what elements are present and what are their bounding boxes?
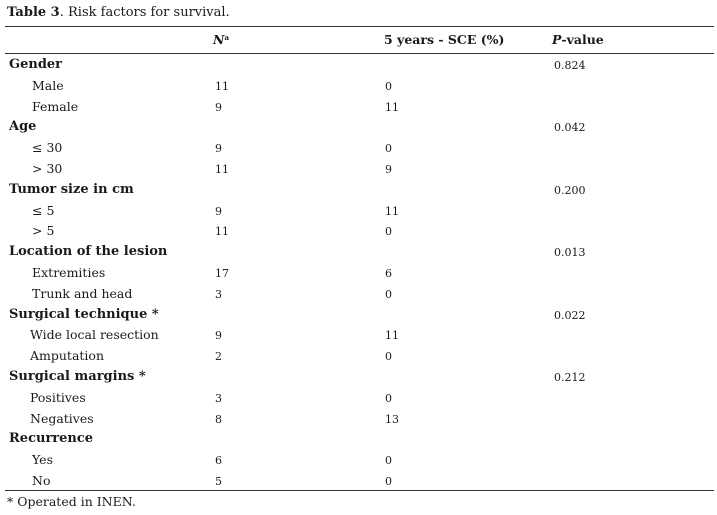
p-value-cell: 0.022 — [554, 308, 586, 322]
row-label: ≤ 5 — [32, 202, 55, 218]
n-cell: 2 — [215, 350, 222, 364]
sce-cell: 0 — [385, 225, 392, 239]
group-row: Surgical technique * 0.022 — [0, 305, 717, 325]
n-cell: 11 — [215, 225, 229, 239]
n-cell: 9 — [215, 100, 222, 114]
n-cell: 6 — [215, 454, 222, 468]
row-label: Extremities — [32, 265, 106, 280]
n-cell: 9 — [215, 329, 222, 343]
group-label: Gender — [9, 57, 63, 72]
n-cell: 8 — [215, 412, 222, 426]
table-row: Extremities 17 6 — [0, 263, 717, 283]
table-footnote: * Operated in INEN. — [7, 494, 136, 509]
n-cell: 11 — [215, 79, 229, 93]
table-row: ≤ 30 9 0 — [0, 138, 717, 158]
n-cell: 3 — [215, 391, 222, 405]
p-value-cell: 0.212 — [554, 371, 586, 384]
n-cell: 9 — [215, 204, 222, 218]
table-row: Negatives 8 13 — [0, 409, 717, 429]
table-title: . Risk factors for survival. — [59, 5, 230, 20]
group-label: Surgical technique * — [9, 306, 159, 322]
sce-cell: 9 — [385, 163, 392, 176]
table-row: Wide local resection 9 11 — [0, 325, 717, 345]
row-label: Positives — [30, 389, 86, 405]
table-caption: Table 3. Risk factors for survival. — [7, 5, 230, 21]
group-label: Tumor size in cm — [9, 181, 134, 197]
table-row: Amputation 2 0 — [0, 346, 717, 366]
top-rule — [5, 26, 714, 27]
sce-cell: 0 — [385, 350, 392, 364]
header-n: Na — [213, 32, 229, 48]
row-label: Yes — [32, 452, 53, 468]
row-label: Wide local resection — [30, 327, 159, 343]
n-cell: 11 — [215, 163, 229, 176]
table-row: ≤ 5 9 11 — [0, 201, 717, 221]
group-row: Tumor size in cm 0.200 — [0, 180, 717, 200]
table-row: Yes 6 0 — [0, 450, 717, 470]
n-cell: 3 — [215, 287, 222, 301]
header-p-rest: -value — [561, 32, 604, 47]
group-row: Location of the lesion 0.013 — [0, 242, 717, 262]
p-value-cell: 0.200 — [554, 183, 586, 197]
n-cell: 17 — [215, 267, 229, 280]
table-number: Table 3 — [7, 5, 60, 20]
header-n-footnote-marker: a — [224, 33, 229, 42]
group-label: Surgical margins * — [9, 369, 146, 384]
group-label: Age — [9, 119, 37, 135]
group-row: Age 0.042 — [0, 117, 717, 137]
p-value-cell: 0.013 — [554, 246, 586, 260]
sce-cell: 0 — [385, 79, 392, 93]
sce-cell: 6 — [385, 267, 392, 280]
table-row: Female 9 11 — [0, 97, 717, 117]
header-n-label: N — [213, 32, 225, 47]
group-label: Location of the lesion — [9, 244, 168, 260]
p-value-cell: 0.824 — [554, 59, 586, 72]
table-row: > 5 11 0 — [0, 221, 717, 241]
group-row: Surgical margins * 0.212 — [0, 367, 717, 387]
bottom-rule — [5, 490, 714, 491]
sce-cell: 0 — [385, 475, 392, 488]
header-sce: 5 years - SCE (%) — [384, 32, 505, 47]
row-label: No — [32, 473, 51, 488]
table-row: Male 11 0 — [0, 76, 717, 96]
group-row: Recurrence — [0, 429, 717, 449]
n-cell: 9 — [215, 142, 222, 156]
group-label: Recurrence — [9, 431, 94, 447]
table-row: Positives 3 0 — [0, 388, 717, 408]
row-label: Negatives — [30, 410, 94, 426]
row-label: > 30 — [32, 161, 63, 176]
row-label: Amputation — [30, 348, 105, 364]
row-label: Trunk and head — [32, 285, 133, 301]
header-p-italic: P — [552, 32, 562, 47]
sce-cell: 0 — [385, 454, 392, 468]
sce-cell: 11 — [385, 204, 399, 218]
sce-cell: 0 — [385, 142, 392, 156]
row-label: ≤ 30 — [32, 140, 63, 156]
header-rule — [5, 53, 714, 54]
sce-cell: 0 — [385, 391, 392, 405]
table-row: No 5 0 — [0, 471, 717, 491]
p-value-cell: 0.042 — [554, 121, 586, 135]
n-cell: 5 — [215, 475, 222, 488]
sce-cell: 11 — [385, 100, 399, 114]
header-p-value: P-value — [552, 32, 604, 48]
table-row: Trunk and head 3 0 — [0, 284, 717, 304]
table-row: > 30 11 9 — [0, 159, 717, 179]
group-row: Gender 0.824 — [0, 55, 717, 75]
row-label: > 5 — [32, 223, 55, 239]
sce-cell: 13 — [385, 412, 399, 426]
row-label: Female — [32, 98, 79, 114]
sce-cell: 0 — [385, 287, 392, 301]
row-label: Male — [32, 77, 64, 93]
sce-cell: 11 — [385, 329, 399, 343]
